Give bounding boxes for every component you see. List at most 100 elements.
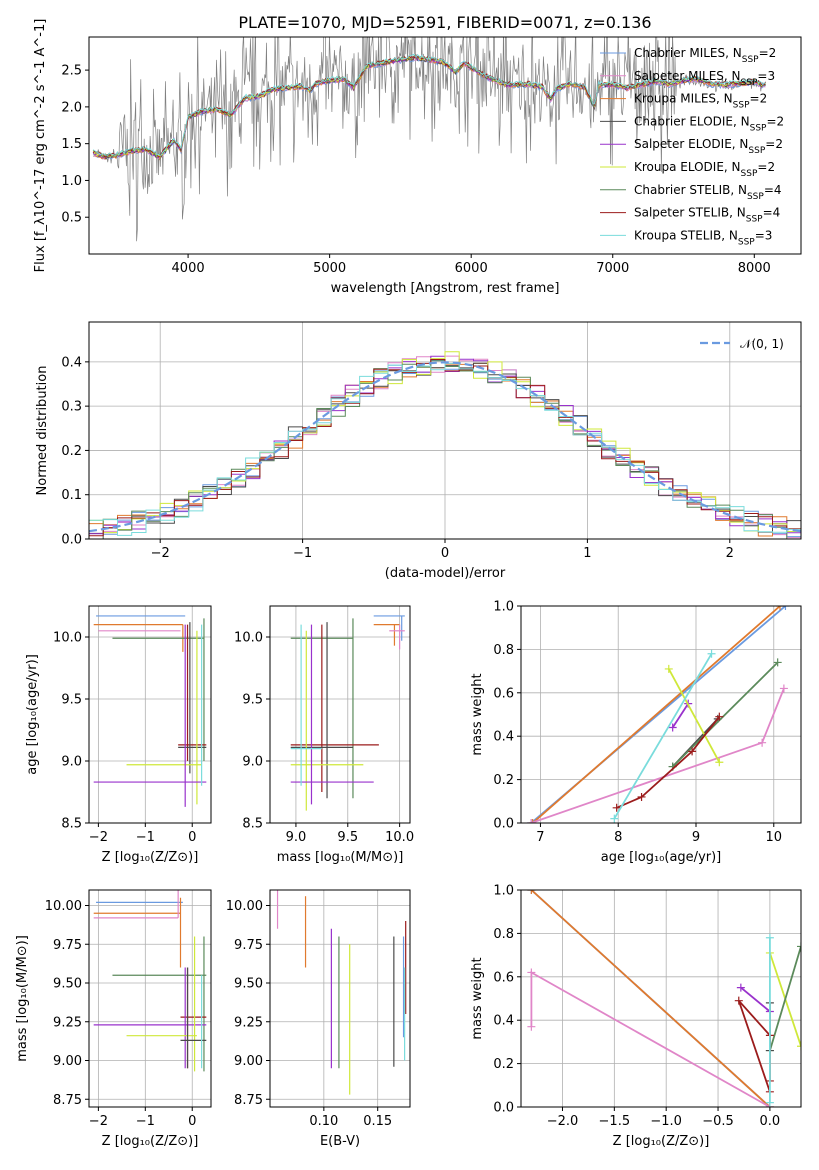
weight-marker (779, 684, 788, 693)
weight-line-chabrier-stelib (769, 946, 801, 1051)
x-tick-label: 0.10 (309, 1114, 338, 1129)
axes-frame (88, 321, 802, 540)
spectrum-title: PLATE=1070, MJD=52591, FIBERID=0071, z=0… (238, 13, 651, 32)
y-tick-label: 9.0 (242, 755, 263, 770)
y-tick-label: 9.00 (234, 1054, 263, 1069)
y-tick-label: 2.0 (61, 100, 82, 115)
y-tick-label: 10.00 (226, 899, 263, 914)
legend-subscript: SSP (750, 123, 767, 133)
weight-line-salpeter-stelib (737, 1000, 771, 1093)
x-tick-label: 8 (614, 830, 622, 845)
weight-marker (734, 996, 743, 1005)
y-axis-label: mass weight (470, 957, 485, 1039)
y-tick-label: 10.0 (234, 631, 263, 646)
legend-subscript: SSP (742, 55, 759, 65)
x-tick-label: 0 (188, 1114, 196, 1129)
y-tick-label: 0.6 (493, 686, 514, 701)
weight-marker (765, 1098, 774, 1107)
x-tick-label: −2.0 (547, 1114, 579, 1129)
spectrum-panel: 4000 5000 6000 7000 8000 0.5 1.0 1.5 2.0 2.5 wavel… (33, 19, 802, 296)
weight-marker (736, 983, 745, 992)
histogram-kroupa-stelib (89, 362, 801, 536)
y-tick-label: 0.2 (493, 773, 514, 788)
y-tick-label: 0.8 (493, 643, 514, 658)
legend-entry: Salpeter ELODIE, NSSP=2 (634, 137, 783, 156)
y-tick-label: 0.8 (493, 927, 514, 942)
legend-value: =2 (750, 92, 768, 106)
x-tick-label: −2 (151, 546, 170, 561)
y-tick-label: 0.0 (61, 533, 82, 548)
legend-subscript: SSP (746, 215, 763, 225)
legend-entry: Chabrier ELODIE, NSSP=2 (634, 114, 784, 133)
legend-subscript: SSP (748, 146, 765, 156)
weight-marker (528, 819, 537, 823)
weight-line-chabrier-stelib (672, 661, 779, 768)
age-vs-metallicity-panel: −2 −1 0 8.5 9.0 9.5 10.0 Z [log₁₀(Z/Z⊙)] age [lo… (25, 605, 212, 865)
weight-marker (797, 1042, 801, 1051)
weight-marker (664, 664, 673, 673)
y-tick-label: 8.75 (53, 1093, 82, 1108)
weight-marker (527, 819, 536, 823)
weight-line-salpeter-miles (530, 688, 785, 823)
x-axis-label: wavelength [Angstrom, rest frame] (331, 281, 560, 296)
legend-subscript: SSP (741, 169, 758, 179)
x-tick-label: 0 (188, 830, 196, 845)
y-tick-label: 1.0 (61, 174, 82, 189)
weight-line-kroupa-miles (530, 890, 771, 1107)
weight-line-salpeter-miles (530, 970, 771, 1107)
legend-subscript: SSP (738, 237, 755, 247)
y-tick-label: 1.5 (61, 137, 82, 152)
y-tick-label: 9.25 (53, 1015, 82, 1030)
weight-line-salpeter-stelib (616, 716, 721, 809)
legend-entry: Chabrier STELIB, NSSP=4 (634, 183, 782, 202)
weight-marker (773, 658, 782, 667)
weight-marker (797, 942, 801, 951)
weight-line-kroupa-stelib (613, 653, 713, 820)
y-tick-label: 9.50 (53, 977, 82, 992)
plot-area (290, 615, 405, 811)
legend-entry: Kroupa ELODIE, NSSP=2 (634, 160, 775, 179)
weight-marker (781, 606, 790, 610)
y-tick-label: 9.5 (242, 693, 263, 708)
weight-vs-metallicity-panel: −2.0 −1.5 −1.0 −0.5 0.0 0.0 0.2 0.4 0.6 0.8 1.0 Z [… (470, 884, 802, 1149)
legend-value: =4 (763, 206, 781, 220)
x-tick-label: −2 (89, 1114, 108, 1129)
y-tick-label: 1.0 (493, 884, 514, 899)
y-tick-label: 0.0 (493, 1101, 514, 1116)
y-tick-label: 0.4 (61, 355, 82, 370)
x-tick-label: 9.0 (286, 830, 307, 845)
y-tick-label: 0.4 (493, 730, 514, 745)
weight-line-salpeter-elodie (740, 986, 771, 1013)
weight-marker (637, 792, 646, 801)
axes-frame (269, 889, 411, 1108)
x-axis-label: E(B-V) (320, 1134, 360, 1149)
y-tick-label: 8.5 (242, 817, 263, 832)
y-tick-label: 0.0 (493, 817, 514, 832)
legend-subscript: SSP (733, 101, 750, 111)
y-axis-label: Normed distribution (35, 366, 50, 496)
y-tick-label: 10.00 (45, 899, 82, 914)
x-tick-label: 2 (726, 546, 734, 561)
y-tick-label: 0.4 (493, 1014, 514, 1029)
weight-marker (527, 968, 536, 977)
legend-value: =4 (764, 183, 782, 197)
weight-line-kroupa-elodie (668, 668, 721, 763)
axes-frame (88, 605, 212, 824)
legend-subscript: SSP (741, 78, 758, 88)
x-tick-label: 9.5 (337, 830, 358, 845)
plot-area (527, 890, 801, 1107)
weight-line-salpeter-elodie (671, 703, 689, 728)
x-tick-label: 4000 (172, 261, 205, 276)
y-tick-label: 0.2 (493, 1057, 514, 1072)
x-axis-label: (data-model)/error (385, 566, 506, 581)
legend-entry: Salpeter STELIB, NSSP=4 (634, 206, 780, 225)
weight-marker (758, 738, 767, 747)
y-tick-label: 9.25 (234, 1015, 263, 1030)
legend-value: =2 (757, 160, 775, 174)
legend-value: =3 (755, 228, 773, 242)
x-tick-label: 1 (583, 546, 591, 561)
weight-marker (527, 890, 536, 894)
x-tick-label: −1 (136, 830, 155, 845)
x-axis-label: Z [log₁₀(Z/Z⊙)] (613, 1134, 710, 1149)
weight-marker (715, 758, 724, 767)
